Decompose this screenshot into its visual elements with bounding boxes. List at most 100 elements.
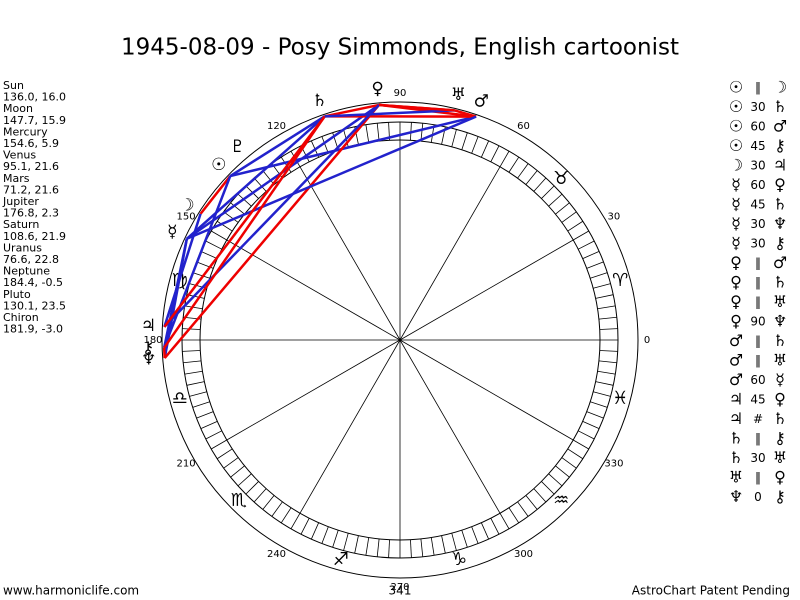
aspect-type: ‖: [755, 334, 761, 348]
planet-position: 95.1, 21.6: [3, 160, 59, 173]
aspect-to: ♄: [773, 331, 787, 350]
aspect-from: ♄: [729, 429, 743, 448]
ring-tick: [216, 448, 233, 460]
aspect-to: ♅: [773, 292, 787, 311]
ring-tick: [586, 261, 604, 269]
ring-tick: [525, 495, 538, 510]
ring-tick: [262, 170, 275, 185]
planet-name: Uranus: [3, 241, 42, 254]
ring-tick: [567, 220, 584, 232]
ring-tick: [186, 381, 205, 386]
ring-tick: [508, 507, 520, 524]
ring-tick: [517, 163, 529, 179]
planet-glyph: ♃: [141, 316, 156, 336]
aspect-line: [454, 109, 477, 118]
aspect-from: ☽: [729, 156, 743, 175]
ring-tick: [548, 473, 563, 487]
ring-tick: [388, 539, 390, 558]
ring-tick: [196, 411, 214, 419]
aspect-from: ♀: [730, 253, 742, 272]
ring-tick: [184, 370, 203, 375]
aspect-from: ♀: [730, 273, 742, 292]
degree-label: 150: [177, 212, 196, 223]
spoke: [226, 339, 401, 441]
ring-tick: [253, 177, 267, 192]
aspect-to: ⚷: [774, 429, 786, 448]
aspect-to: ♄: [773, 195, 787, 214]
aspect-type: ‖: [755, 81, 761, 95]
spoke: [399, 339, 501, 514]
degree-label: 90: [394, 88, 407, 99]
aspect-from: ☿: [731, 175, 741, 194]
aspect-type: 30: [750, 159, 765, 173]
ring-tick: [182, 350, 201, 352]
planet-name: Pluto: [3, 288, 31, 301]
ring-tick: [480, 140, 490, 158]
ring-tick: [290, 513, 301, 529]
aspect-from: ☿: [731, 214, 741, 233]
spoke: [299, 166, 401, 341]
ring-tick: [420, 538, 424, 557]
degree-label: 210: [177, 459, 196, 470]
ring-tick: [200, 420, 218, 430]
planet-glyph: ♇: [230, 137, 245, 157]
ring-tick: [593, 283, 611, 289]
degree-label: 30: [608, 212, 621, 223]
aspect-from: ☉: [729, 78, 743, 97]
planet-glyph: ☿: [167, 222, 177, 242]
aspect-line: [199, 175, 232, 215]
ring-tick: [451, 533, 457, 551]
ring-tick: [420, 123, 424, 142]
ring-tick: [517, 501, 529, 517]
ring-tick: [590, 272, 608, 279]
ring-tick: [598, 316, 617, 320]
ring-tick: [205, 240, 222, 250]
aspect-line: [229, 115, 326, 178]
aspect-line: [162, 347, 166, 359]
footer-center: 341: [389, 584, 412, 598]
degree-label: 0: [644, 335, 650, 346]
aspect-type: ‖: [755, 295, 761, 309]
aspect-from: ☉: [729, 136, 743, 155]
sign-glyph: ♓: [612, 388, 628, 409]
ring-tick: [245, 481, 259, 495]
aspect-type: 30: [750, 237, 765, 251]
aspect-to: ♂: [773, 117, 787, 136]
aspect-to: ⚷: [774, 136, 786, 155]
ring-tick: [561, 211, 577, 223]
ring-tick: [533, 488, 547, 503]
ring-tick: [582, 250, 600, 260]
sign-glyph: ♉: [553, 168, 569, 189]
planet-name: Mercury: [3, 125, 48, 138]
planet-position: 154.6, 5.9: [3, 137, 59, 150]
aspect-to: ♀: [774, 468, 786, 487]
ring-tick: [223, 457, 239, 469]
aspect-to: ♆: [773, 312, 787, 331]
aspect-to: ♂: [773, 253, 787, 272]
spoke: [399, 239, 574, 341]
ring-tick: [183, 360, 202, 364]
aspect-line: [162, 238, 189, 349]
ring-tick: [430, 537, 435, 556]
degree-label: 60: [517, 121, 530, 132]
ring-tick: [271, 501, 283, 517]
aspect-from: ☉: [729, 117, 743, 136]
ring-tick: [211, 439, 227, 450]
ring-tick: [354, 535, 359, 554]
ring-tick: [205, 430, 222, 440]
aspect-type: 30: [750, 451, 765, 465]
ring-tick: [253, 488, 267, 503]
aspect-from: ♆: [729, 487, 743, 506]
ring-tick: [598, 360, 617, 364]
aspect-from: ♅: [729, 468, 743, 487]
ring-tick: [533, 177, 547, 192]
aspect-from: ☿: [731, 234, 741, 253]
aspect-line: [163, 115, 326, 328]
spoke: [399, 339, 574, 441]
planet-position: 136.0, 16.0: [3, 91, 66, 104]
ring-tick: [223, 211, 239, 223]
ring-tick: [555, 202, 570, 215]
ring-tick: [189, 391, 207, 397]
